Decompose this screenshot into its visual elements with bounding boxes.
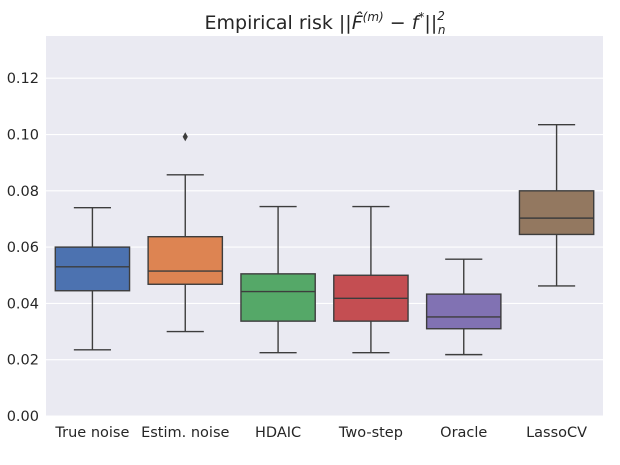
y-axis-ticks: 0.00 0.02 0.04 0.06 0.08 0.10 0.12	[7, 71, 39, 425]
y-tick-label: 0.08	[7, 184, 39, 200]
outlier-marker	[182, 132, 188, 142]
boxes	[54, 123, 595, 356]
plot-area	[46, 36, 603, 416]
x-tick-label: Two-step	[338, 425, 403, 441]
iqr-box	[54, 246, 131, 292]
box-lassocv	[518, 123, 595, 287]
x-tick-label: LassoCV	[526, 425, 587, 441]
y-tick-label: 0.00	[7, 409, 39, 425]
box-estim-noise	[147, 132, 224, 333]
box-oracle	[425, 258, 502, 356]
chart-title: Empirical risk ||F̂(m) − f*||2 n	[205, 9, 446, 37]
y-tick-label: 0.02	[7, 353, 39, 369]
gridlines	[46, 77, 603, 417]
x-axis-labels: True noise Estim. noise HDAIC Two-step Oracl…	[54, 425, 587, 441]
x-tick-label: Oracle	[440, 425, 487, 441]
iqr-box	[240, 273, 316, 322]
x-tick-label: HDAIC	[255, 425, 301, 441]
y-tick-label: 0.06	[7, 240, 39, 256]
x-tick-label: Estim. noise	[141, 425, 229, 441]
box-true-noise	[54, 207, 131, 351]
y-tick-label: 0.10	[7, 128, 39, 144]
x-tick-label: True noise	[54, 425, 129, 441]
y-tick-label: 0.12	[7, 71, 39, 87]
iqr-box	[147, 235, 224, 285]
box-two-step	[333, 205, 409, 354]
box-hdaic	[240, 205, 316, 354]
iqr-box	[518, 190, 595, 236]
iqr-box	[425, 293, 502, 330]
y-tick-label: 0.04	[7, 296, 39, 312]
